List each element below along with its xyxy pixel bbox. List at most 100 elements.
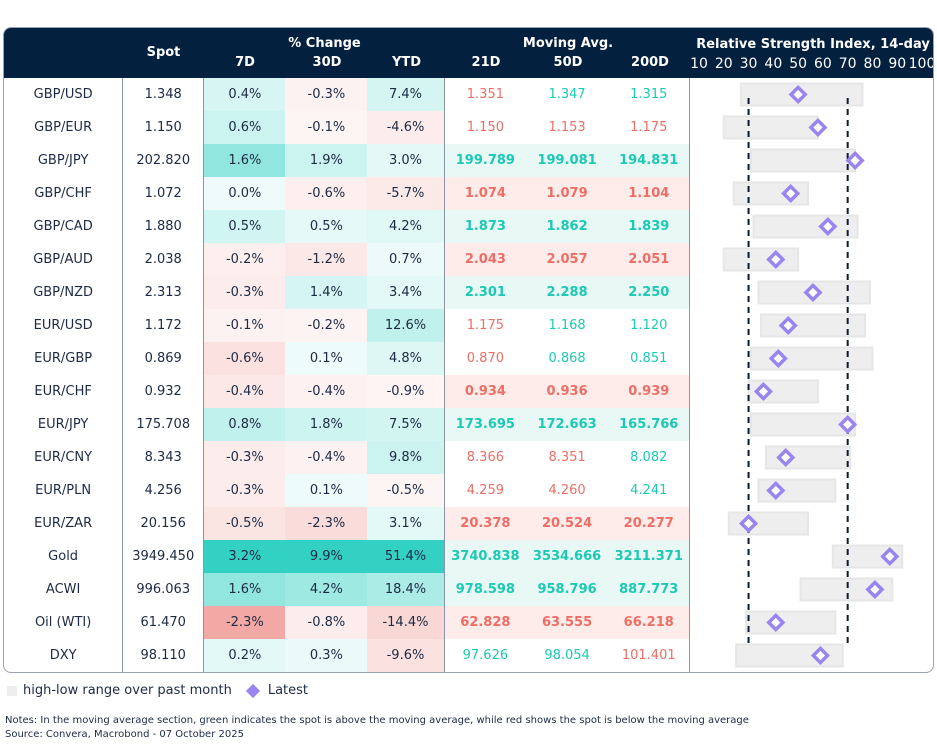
rsi-range-bar <box>735 643 844 668</box>
change-ytd: 18.4% <box>367 573 445 606</box>
moving-avg-ma50: 4.260 <box>548 483 586 498</box>
moving-avg-ma21: 1.150 <box>443 111 527 144</box>
rsi-cell <box>689 177 933 210</box>
change-d7: -0.3% <box>203 474 286 507</box>
change-d30: -0.8% <box>285 606 368 639</box>
moving-avg-ma200: 1.315 <box>630 87 668 102</box>
rsi-range-bar <box>752 214 859 239</box>
rsi-latest-marker <box>865 579 885 600</box>
instrument-name: GBP/NZD <box>4 276 124 309</box>
instrument-name: GBP/CAD <box>4 210 124 243</box>
spot-value: 0.869 <box>122 342 205 375</box>
change-d7: 0.0% <box>203 177 286 210</box>
instrument-name: EUR/CHF <box>4 375 124 408</box>
change-d7: -0.1% <box>203 309 286 342</box>
moving-avg-ma21: 2.043 <box>443 243 527 276</box>
change-d30: -0.3% <box>285 78 368 111</box>
rsi-latest-marker <box>778 315 798 336</box>
spot-value: 98.110 <box>122 639 205 672</box>
instrument-name: GBP/AUD <box>4 243 124 276</box>
moving-avg-ma200: 2.250 <box>608 276 690 309</box>
instrument-name: Oil (WTI) <box>4 606 124 639</box>
rsi-latest-marker <box>788 84 808 105</box>
change-d30: 1.4% <box>285 276 368 309</box>
moving-avg-ma50: 1.168 <box>548 318 586 333</box>
moving-avg-ma200: 1.104 <box>608 177 690 210</box>
rsi-axis-tick: 70 <box>838 56 857 72</box>
rsi-axis-tick: 30 <box>739 56 758 72</box>
instrument-name: EUR/ZAR <box>4 507 124 540</box>
moving-avg-ma50: 958.796 <box>526 573 609 606</box>
moving-avg-ma21: 978.598 <box>443 573 527 606</box>
spot-value: 61.470 <box>122 606 205 639</box>
rsi-latest-marker <box>766 612 786 633</box>
footnotes: Notes: In the moving average section, gr… <box>5 714 749 742</box>
change-d7: 1.6% <box>203 144 286 177</box>
moving-avg-ma50: 1.862 <box>526 210 609 243</box>
change-d30: -0.6% <box>285 177 368 210</box>
change-d7: -0.3% <box>203 276 286 309</box>
legend-range-label: high-low range over past month <box>23 683 232 698</box>
header-moving-avg: Moving Avg. <box>522 36 614 51</box>
change-d7: 0.4% <box>203 78 286 111</box>
moving-avg-ma50: 3534.666 <box>526 540 609 573</box>
moving-avg-ma21: 1.074 <box>443 177 527 210</box>
spot-value: 202.820 <box>122 144 205 177</box>
instrument-name: GBP/JPY <box>4 144 124 177</box>
table-row: EUR/ZAR 20.156 -0.5% -2.3% 3.1% 20.378 20.524 2… <box>4 507 933 540</box>
moving-avg-ma200: 101.401 <box>621 648 676 663</box>
change-d7: -0.5% <box>203 507 286 540</box>
moving-avg-ma21: 199.789 <box>443 144 527 177</box>
rsi-axis-tick: 10 <box>690 56 708 72</box>
change-d7: -0.3% <box>203 441 286 474</box>
change-ytd: 4.2% <box>367 210 445 243</box>
spot-value: 175.708 <box>122 408 205 441</box>
rsi-range-bar <box>722 247 800 272</box>
change-ytd: -4.6% <box>367 111 445 144</box>
moving-avg-ma50: 1.153 <box>548 120 586 135</box>
moving-avg-ma50: 0.936 <box>526 375 609 408</box>
moving-avg-ma50: 0.868 <box>548 351 586 366</box>
instrument-name: EUR/CNY <box>4 441 124 474</box>
change-ytd: 3.0% <box>367 144 445 177</box>
spot-value: 20.156 <box>122 507 205 540</box>
rsi-latest-marker <box>803 282 823 303</box>
instrument-name: ACWI <box>4 573 124 606</box>
header-pct-change: % Change <box>288 36 361 51</box>
moving-avg-ma21: 8.366 <box>443 441 527 474</box>
header-200d: 200D <box>631 55 669 70</box>
change-d30: -0.4% <box>285 375 368 408</box>
table-row: EUR/GBP 0.869 -0.6% 0.1% 4.8% 0.870 0.868 0.851 <box>4 342 933 375</box>
rsi-axis-tick: 80 <box>863 56 882 72</box>
moving-avg-ma21: 1.351 <box>443 78 527 111</box>
rsi-latest-marker <box>753 381 773 402</box>
rsi-axis-tick: 50 <box>789 56 808 72</box>
moving-avg-ma200: 0.939 <box>608 375 690 408</box>
moving-avg-ma21: 1.873 <box>443 210 527 243</box>
change-d30: 4.2% <box>285 573 368 606</box>
rsi-latest-marker <box>768 348 788 369</box>
moving-avg-ma50: 1.079 <box>526 177 609 210</box>
moving-avg-ma200: 165.766 <box>608 408 690 441</box>
change-ytd: -14.4% <box>367 606 445 639</box>
spot-value: 1.348 <box>122 78 205 111</box>
fx-dashboard-table: Spot % Change 7D 30D YTD Moving Avg. 21D… <box>3 27 934 673</box>
moving-avg-ma21: 3740.838 <box>443 540 527 573</box>
spot-value: 1.150 <box>122 111 205 144</box>
moving-avg-ma50: 8.351 <box>548 450 586 465</box>
rsi-axis-tick: 20 <box>714 56 733 72</box>
change-ytd: 3.1% <box>367 507 445 540</box>
moving-avg-ma21: 1.175 <box>443 309 527 342</box>
moving-avg-ma50: 20.524 <box>526 507 609 540</box>
header-7d: 7D <box>235 55 255 70</box>
change-ytd: 4.8% <box>367 342 445 375</box>
moving-avg-ma50: 2.057 <box>526 243 609 276</box>
spot-value: 3949.450 <box>122 540 205 573</box>
moving-avg-ma21: 0.934 <box>443 375 527 408</box>
rsi-latest-marker <box>739 513 759 534</box>
rsi-range-bar <box>831 544 904 569</box>
rsi-latest-marker <box>810 645 830 666</box>
moving-avg-ma200: 66.218 <box>608 606 690 639</box>
moving-avg-ma21: 62.828 <box>443 606 527 639</box>
table-header: Spot % Change 7D 30D YTD Moving Avg. 21D… <box>4 28 933 78</box>
